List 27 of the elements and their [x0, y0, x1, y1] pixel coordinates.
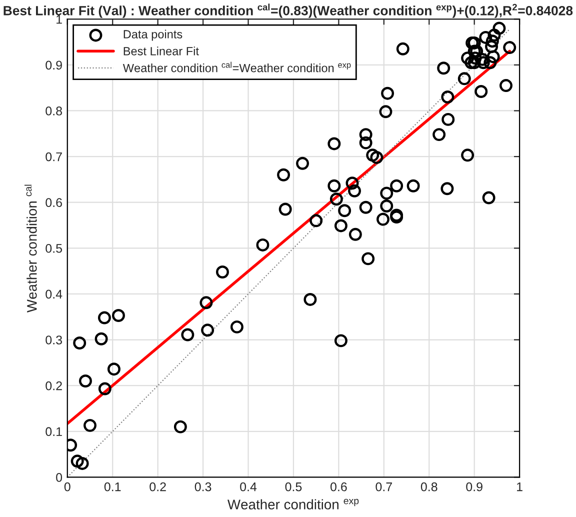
x-tick-label: 0.4 [240, 482, 257, 492]
y-tick-label: 0.7 [46, 152, 62, 162]
y-tick-label: 0.5 [46, 244, 62, 253]
y-tick-label: 0.4 [46, 290, 62, 299]
legend-label: Weather condition $^{cal}$=Weather condition $^{exp}$ [122, 62, 351, 72]
y-tick-label: 0 [56, 472, 62, 482]
x-tick-label: 0.5 [285, 482, 302, 492]
y-tick-label: 0.2 [46, 381, 62, 390]
x-tick-label: 1 [517, 482, 522, 492]
x-tick-label: 0.8 [420, 482, 438, 492]
x-tick-label: 0.7 [376, 482, 392, 492]
x-tick-label: 0 [64, 482, 70, 492]
x-tick-label: 0.3 [194, 482, 212, 492]
y-tick-label: 0.6 [46, 198, 62, 208]
y-tick-label: 0.9 [46, 60, 62, 70]
y-axis-title: Weather condition $^{cal}$ [24, 184, 37, 312]
x-tick-label: 0.1 [104, 482, 121, 492]
y-tick-label: 0.3 [46, 336, 62, 344]
x-tick-label: 0.9 [466, 482, 482, 492]
x-axis-title: Weather condition $^{exp}$ [227, 498, 359, 510]
y-tick-label: 1 [56, 15, 62, 24]
legend-label: Data points [124, 30, 182, 41]
x-tick-label: 0.6 [330, 482, 347, 492]
y-tick-label: 0.1 [46, 427, 62, 436]
y-tick-label: 0.8 [46, 106, 62, 116]
x-tick-label: 0.2 [150, 482, 166, 492]
legend-label: Best Linear Fit [124, 46, 199, 56]
